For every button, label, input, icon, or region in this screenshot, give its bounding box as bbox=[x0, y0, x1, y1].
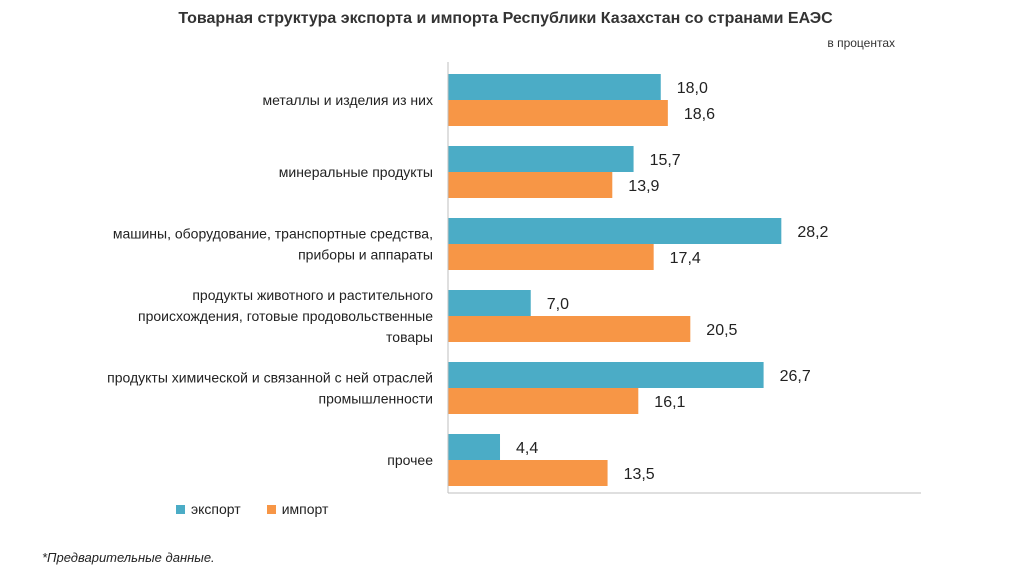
data-label-import: 16,1 bbox=[654, 394, 685, 411]
bar-import bbox=[448, 244, 654, 270]
category-label: машины, оборудование, транспортные средс… bbox=[113, 226, 433, 242]
data-label-export: 26,7 bbox=[780, 368, 811, 385]
footnote: *Предварительные данные. bbox=[42, 550, 215, 565]
category-label: товары bbox=[386, 329, 433, 345]
bar-export bbox=[448, 74, 661, 100]
category-label: промышленности bbox=[318, 391, 433, 407]
bar-export bbox=[448, 218, 782, 244]
data-label-import: 17,4 bbox=[670, 250, 701, 267]
legend: экспорт импорт bbox=[176, 501, 328, 517]
data-label-export: 4,4 bbox=[516, 440, 538, 457]
bar-export bbox=[448, 290, 531, 316]
bar-import bbox=[448, 460, 608, 486]
category-label: продукты химической и связанной с ней от… bbox=[107, 370, 433, 386]
bar-import bbox=[448, 388, 639, 414]
category-label: происхождения, готовые продовольственные bbox=[138, 308, 433, 324]
data-label-export: 7,0 bbox=[547, 296, 569, 313]
category-label: приборы и аппараты bbox=[298, 247, 433, 263]
chart-title: Товарная структура экспорта и импорта Ре… bbox=[178, 10, 833, 27]
data-label-export: 28,2 bbox=[797, 224, 828, 241]
data-label-import: 18,6 bbox=[684, 106, 715, 123]
legend-label-export: экспорт bbox=[191, 501, 241, 517]
data-label-export: 18,0 bbox=[677, 80, 708, 97]
bar-export bbox=[448, 362, 764, 388]
bar-export bbox=[448, 434, 501, 460]
legend-swatch-import bbox=[266, 504, 276, 514]
bar-import bbox=[448, 100, 668, 126]
data-label-import: 20,5 bbox=[706, 322, 737, 339]
category-label: прочее bbox=[387, 452, 433, 468]
legend-item-import: импорт bbox=[266, 501, 329, 517]
data-label-export: 15,7 bbox=[650, 152, 681, 169]
legend-swatch-export bbox=[176, 504, 185, 514]
bar-import bbox=[448, 172, 613, 198]
data-label-import: 13,9 bbox=[628, 178, 659, 195]
category-label: продукты животного и растительного bbox=[192, 287, 433, 303]
legend-item-export: экспорт bbox=[176, 501, 241, 517]
data-label-import: 13,5 bbox=[624, 466, 655, 483]
chart-subtitle: в процентах bbox=[827, 36, 895, 50]
bar-export bbox=[448, 146, 634, 172]
category-label: минеральные продукты bbox=[279, 164, 433, 180]
bar-import bbox=[448, 316, 691, 342]
category-label: металлы и изделия из них bbox=[262, 92, 433, 108]
legend-label-import: импорт bbox=[281, 501, 329, 517]
